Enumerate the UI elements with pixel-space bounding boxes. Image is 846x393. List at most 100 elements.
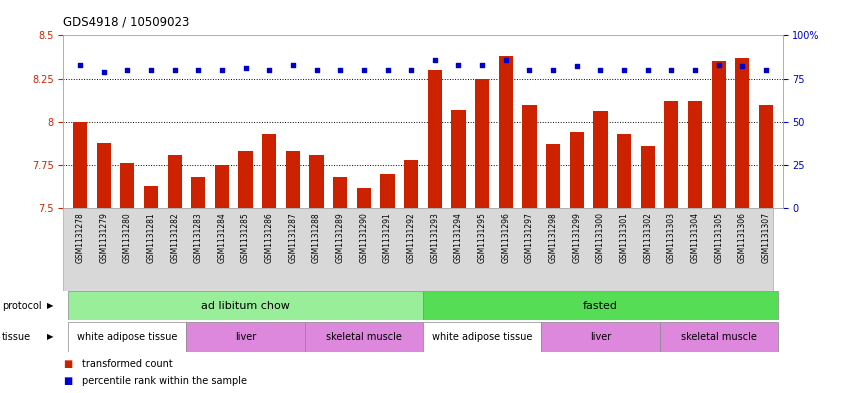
Text: GSM1131300: GSM1131300 xyxy=(596,213,605,263)
Point xyxy=(523,67,536,73)
Bar xyxy=(186,322,305,352)
Bar xyxy=(239,151,253,208)
Text: GSM1131298: GSM1131298 xyxy=(548,213,558,263)
Point xyxy=(735,63,749,70)
Text: GSM1131297: GSM1131297 xyxy=(525,213,534,263)
Point xyxy=(97,68,111,75)
Bar xyxy=(69,322,186,352)
Bar xyxy=(660,322,777,352)
Text: protocol: protocol xyxy=(2,301,41,310)
Text: GSM1131307: GSM1131307 xyxy=(761,213,771,263)
Text: ■: ■ xyxy=(63,376,73,386)
Text: ad libitum chow: ad libitum chow xyxy=(201,301,290,310)
Point xyxy=(215,67,228,73)
Text: GSM1131292: GSM1131292 xyxy=(407,213,415,263)
Text: ■: ■ xyxy=(63,358,73,369)
Bar xyxy=(428,70,442,208)
Bar xyxy=(357,187,371,208)
Point xyxy=(570,63,584,70)
Bar xyxy=(423,322,541,352)
Point xyxy=(594,67,607,73)
Point xyxy=(120,67,134,73)
Point xyxy=(759,67,772,73)
Text: GSM1131299: GSM1131299 xyxy=(572,213,581,263)
Point xyxy=(618,67,631,73)
Text: GSM1131290: GSM1131290 xyxy=(360,213,368,263)
Bar xyxy=(452,110,465,208)
Text: GSM1131280: GSM1131280 xyxy=(123,213,132,263)
Point xyxy=(404,67,418,73)
Text: GSM1131302: GSM1131302 xyxy=(643,213,652,263)
Bar xyxy=(191,177,206,208)
Bar xyxy=(498,56,513,208)
Bar xyxy=(688,101,702,208)
Bar xyxy=(546,144,560,208)
Bar xyxy=(735,58,750,208)
Text: percentile rank within the sample: percentile rank within the sample xyxy=(82,376,247,386)
Text: tissue: tissue xyxy=(2,332,30,342)
Bar xyxy=(381,174,394,208)
Bar xyxy=(305,322,423,352)
Text: GSM1131278: GSM1131278 xyxy=(75,213,85,263)
Text: white adipose tissue: white adipose tissue xyxy=(432,332,532,342)
Point xyxy=(689,67,702,73)
Text: GSM1131305: GSM1131305 xyxy=(714,213,723,263)
Point xyxy=(191,67,205,73)
Bar xyxy=(168,155,182,208)
Bar xyxy=(215,165,229,208)
Bar xyxy=(541,322,660,352)
Text: GSM1131281: GSM1131281 xyxy=(146,213,156,263)
Text: GSM1131303: GSM1131303 xyxy=(667,213,676,263)
Text: GSM1131295: GSM1131295 xyxy=(478,213,486,263)
Bar xyxy=(569,132,584,208)
Text: liver: liver xyxy=(590,332,611,342)
Text: transformed count: transformed count xyxy=(82,358,173,369)
Text: GSM1131306: GSM1131306 xyxy=(738,213,747,263)
Bar xyxy=(759,105,773,208)
Text: GSM1131285: GSM1131285 xyxy=(241,213,250,263)
Text: white adipose tissue: white adipose tissue xyxy=(77,332,178,342)
Text: GSM1131293: GSM1131293 xyxy=(431,213,439,263)
Point xyxy=(665,67,678,73)
Text: GSM1131289: GSM1131289 xyxy=(336,213,344,263)
Point xyxy=(144,67,157,73)
Bar xyxy=(423,291,777,320)
Bar xyxy=(144,186,158,208)
Point xyxy=(168,67,181,73)
Bar xyxy=(73,122,87,208)
Bar xyxy=(96,143,111,208)
Bar xyxy=(522,105,536,208)
Point xyxy=(310,67,323,73)
Text: GSM1131291: GSM1131291 xyxy=(383,213,392,263)
Point xyxy=(239,65,252,72)
Point xyxy=(499,57,513,63)
Point xyxy=(286,62,299,68)
Point xyxy=(74,62,87,68)
Point xyxy=(475,62,489,68)
Point xyxy=(357,67,371,73)
Text: GSM1131287: GSM1131287 xyxy=(288,213,298,263)
Bar xyxy=(120,163,135,208)
Bar xyxy=(310,155,324,208)
Bar xyxy=(593,112,607,208)
Bar xyxy=(617,134,631,208)
Bar xyxy=(711,61,726,208)
Text: GSM1131286: GSM1131286 xyxy=(265,213,274,263)
Bar xyxy=(404,160,418,208)
Text: GSM1131296: GSM1131296 xyxy=(502,213,510,263)
Bar xyxy=(640,146,655,208)
Point xyxy=(641,67,655,73)
Point xyxy=(428,57,442,63)
Text: liver: liver xyxy=(235,332,256,342)
Text: skeletal muscle: skeletal muscle xyxy=(326,332,402,342)
Text: GSM1131283: GSM1131283 xyxy=(194,213,203,263)
Bar xyxy=(333,177,348,208)
Text: skeletal muscle: skeletal muscle xyxy=(681,332,756,342)
Text: GDS4918 / 10509023: GDS4918 / 10509023 xyxy=(63,16,190,29)
Point xyxy=(712,62,726,68)
Point xyxy=(547,67,560,73)
Text: GSM1131294: GSM1131294 xyxy=(454,213,463,263)
Text: GSM1131284: GSM1131284 xyxy=(217,213,227,263)
Bar xyxy=(475,79,489,208)
Text: ▶: ▶ xyxy=(47,332,53,342)
